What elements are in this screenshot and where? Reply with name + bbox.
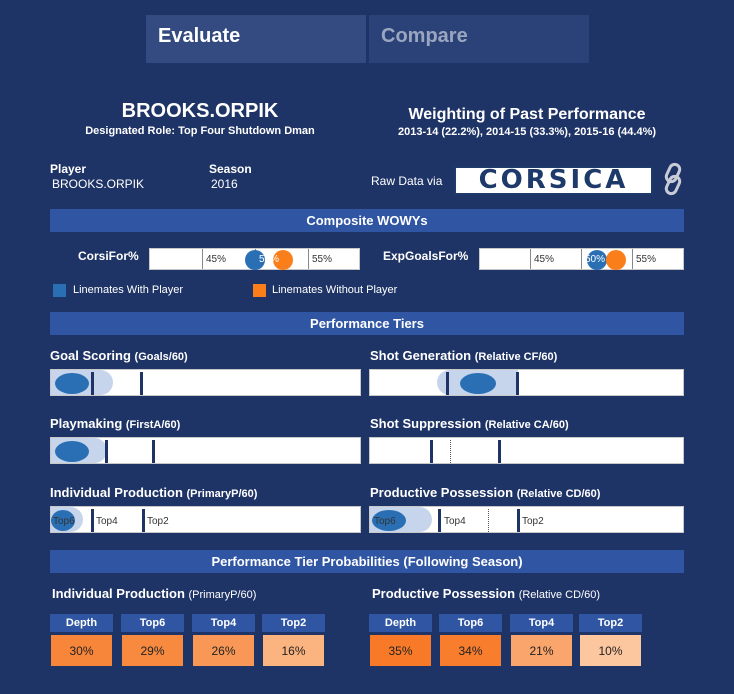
expgoals-for-label: ExpGoalsFor% xyxy=(383,249,469,263)
tier-label-top4: Top4 xyxy=(96,516,118,527)
tick-label-55: 55% xyxy=(636,254,657,265)
shot-suppression-title: Shot Suppression (Relative CA/60) xyxy=(370,416,569,431)
goal-scoring-title: Goal Scoring (Goals/60) xyxy=(50,348,188,363)
playmaking-tier-bar xyxy=(50,437,361,464)
tier-label-top4: Top4 xyxy=(444,516,466,527)
productive-possession-tier-bar: Top6 Top4 Top2 xyxy=(369,506,684,533)
tier-threshold-1 xyxy=(430,440,433,463)
tier-label-top2: Top2 xyxy=(522,516,544,527)
prob-cell: 21% xyxy=(510,634,573,667)
xg-with-player-dot xyxy=(587,250,607,270)
prob-cell: 16% xyxy=(262,634,325,667)
tier-threshold-1 xyxy=(91,372,94,395)
performance-tiers-header: Performance Tiers xyxy=(50,312,684,335)
tier-threshold-2 xyxy=(498,440,501,463)
prob-cell: 30% xyxy=(50,634,113,667)
playmaking-title: Playmaking (FirstA/60) xyxy=(50,416,181,431)
shot-generation-tier-bar xyxy=(369,369,684,396)
goal-scoring-dot xyxy=(55,373,89,394)
composite-wowys-header: Composite WOWYs xyxy=(50,209,684,232)
productive-possession-title: Productive Possession (Relative CD/60) xyxy=(370,485,601,500)
goal-scoring-tier-bar xyxy=(50,369,361,396)
shot-generation-dot xyxy=(460,373,496,394)
prob-productive-possession-title: Productive Possession (Relative CD/60) xyxy=(372,586,600,601)
season-label: Season xyxy=(209,162,252,176)
tick-45 xyxy=(202,249,203,269)
legend-without-swatch xyxy=(253,284,266,297)
individual-production-tier-bar: Top6 Top4 Top2 xyxy=(50,506,361,533)
individual-production-title: Individual Production (PrimaryP/60) xyxy=(50,485,258,500)
tick-label-55: 55% xyxy=(312,254,333,265)
tier-threshold-2 xyxy=(142,509,145,532)
raw-data-label: Raw Data via xyxy=(371,174,443,188)
tick-label-50: 50% xyxy=(259,254,280,265)
corsi-with-player-dot xyxy=(245,250,265,270)
tier-threshold-1 xyxy=(91,509,94,532)
tier-label-top2: Top2 xyxy=(147,516,169,527)
tier-label-top6: Top6 xyxy=(53,516,75,527)
expgoals-for-wowy-bar: 45% 50% 55% xyxy=(479,248,684,270)
tier-threshold-2 xyxy=(152,440,155,463)
tab-compare[interactable]: Compare xyxy=(369,15,589,63)
shot-suppression-tier-bar xyxy=(369,437,684,464)
shot-suppression-marker xyxy=(450,440,451,463)
tier-threshold-2 xyxy=(517,509,520,532)
corsi-for-label: CorsiFor% xyxy=(78,249,139,263)
tab-evaluate[interactable]: Evaluate xyxy=(146,15,366,63)
prob-header-top4: Top4 xyxy=(510,614,573,632)
legend-with-label: Linemates With Player xyxy=(73,284,184,296)
prob-individual-production-title: Individual Production (PrimaryP/60) xyxy=(52,586,257,601)
prob-cell: 34% xyxy=(439,634,502,667)
tick-label-45: 45% xyxy=(206,254,227,265)
weighting-title: Weighting of Past Performance xyxy=(408,106,646,123)
player-value: BROOKS.ORPIK xyxy=(52,177,145,191)
prob-header-depth: Depth xyxy=(50,614,113,632)
prob-header-depth: Depth xyxy=(369,614,432,632)
tier-threshold-1 xyxy=(438,509,441,532)
corsi-for-wowy-bar: 45% 50% 55% xyxy=(149,248,360,270)
designated-role: Designated Role: Top Four Shutdown Dman xyxy=(85,125,315,137)
tier-threshold-1 xyxy=(446,372,449,395)
tick-45 xyxy=(530,249,531,269)
xg-without-player-dot xyxy=(606,250,626,270)
corsi-without-player-dot xyxy=(273,250,293,270)
prob-header-top4: Top4 xyxy=(192,614,255,632)
tick-55 xyxy=(308,249,309,269)
productive-possession-dot xyxy=(372,510,406,531)
player-label: Player xyxy=(50,162,87,176)
prob-cell: 29% xyxy=(121,634,184,667)
tier-label-top6: Top6 xyxy=(374,516,396,527)
tier-threshold-2 xyxy=(140,372,143,395)
tick-55 xyxy=(632,249,633,269)
tick-50 xyxy=(581,249,582,269)
corsica-logo[interactable]: CORSICA xyxy=(454,166,653,195)
shot-generation-title: Shot Generation (Relative CF/60) xyxy=(370,348,558,363)
tick-label-50: 50% xyxy=(585,254,606,265)
legend-without-label: Linemates Without Player xyxy=(272,284,398,296)
prob-cell: 35% xyxy=(369,634,432,667)
productive-possession-marker xyxy=(488,509,489,532)
prob-header-top2: Top2 xyxy=(262,614,325,632)
individual-production-dot xyxy=(51,510,75,531)
tier-threshold-2 xyxy=(516,372,519,395)
prob-cell: 26% xyxy=(192,634,255,667)
weighting-detail: 2013-14 (22.2%), 2014-15 (33.3%), 2015-1… xyxy=(397,126,657,138)
prob-header-top6: Top6 xyxy=(439,614,502,632)
player-name-title: BROOKS.ORPIK xyxy=(121,100,279,122)
tick-label-45: 45% xyxy=(534,254,555,265)
link-icon[interactable] xyxy=(660,162,686,201)
tier-threshold-1 xyxy=(105,440,108,463)
prob-cell: 10% xyxy=(579,634,642,667)
season-value: 2016 xyxy=(211,177,238,191)
playmaking-dot xyxy=(55,441,89,462)
legend-with-swatch xyxy=(53,284,66,297)
prob-header-top2: Top2 xyxy=(579,614,642,632)
prob-header-top6: Top6 xyxy=(121,614,184,632)
probabilities-header: Performance Tier Probabilities (Followin… xyxy=(50,550,684,573)
